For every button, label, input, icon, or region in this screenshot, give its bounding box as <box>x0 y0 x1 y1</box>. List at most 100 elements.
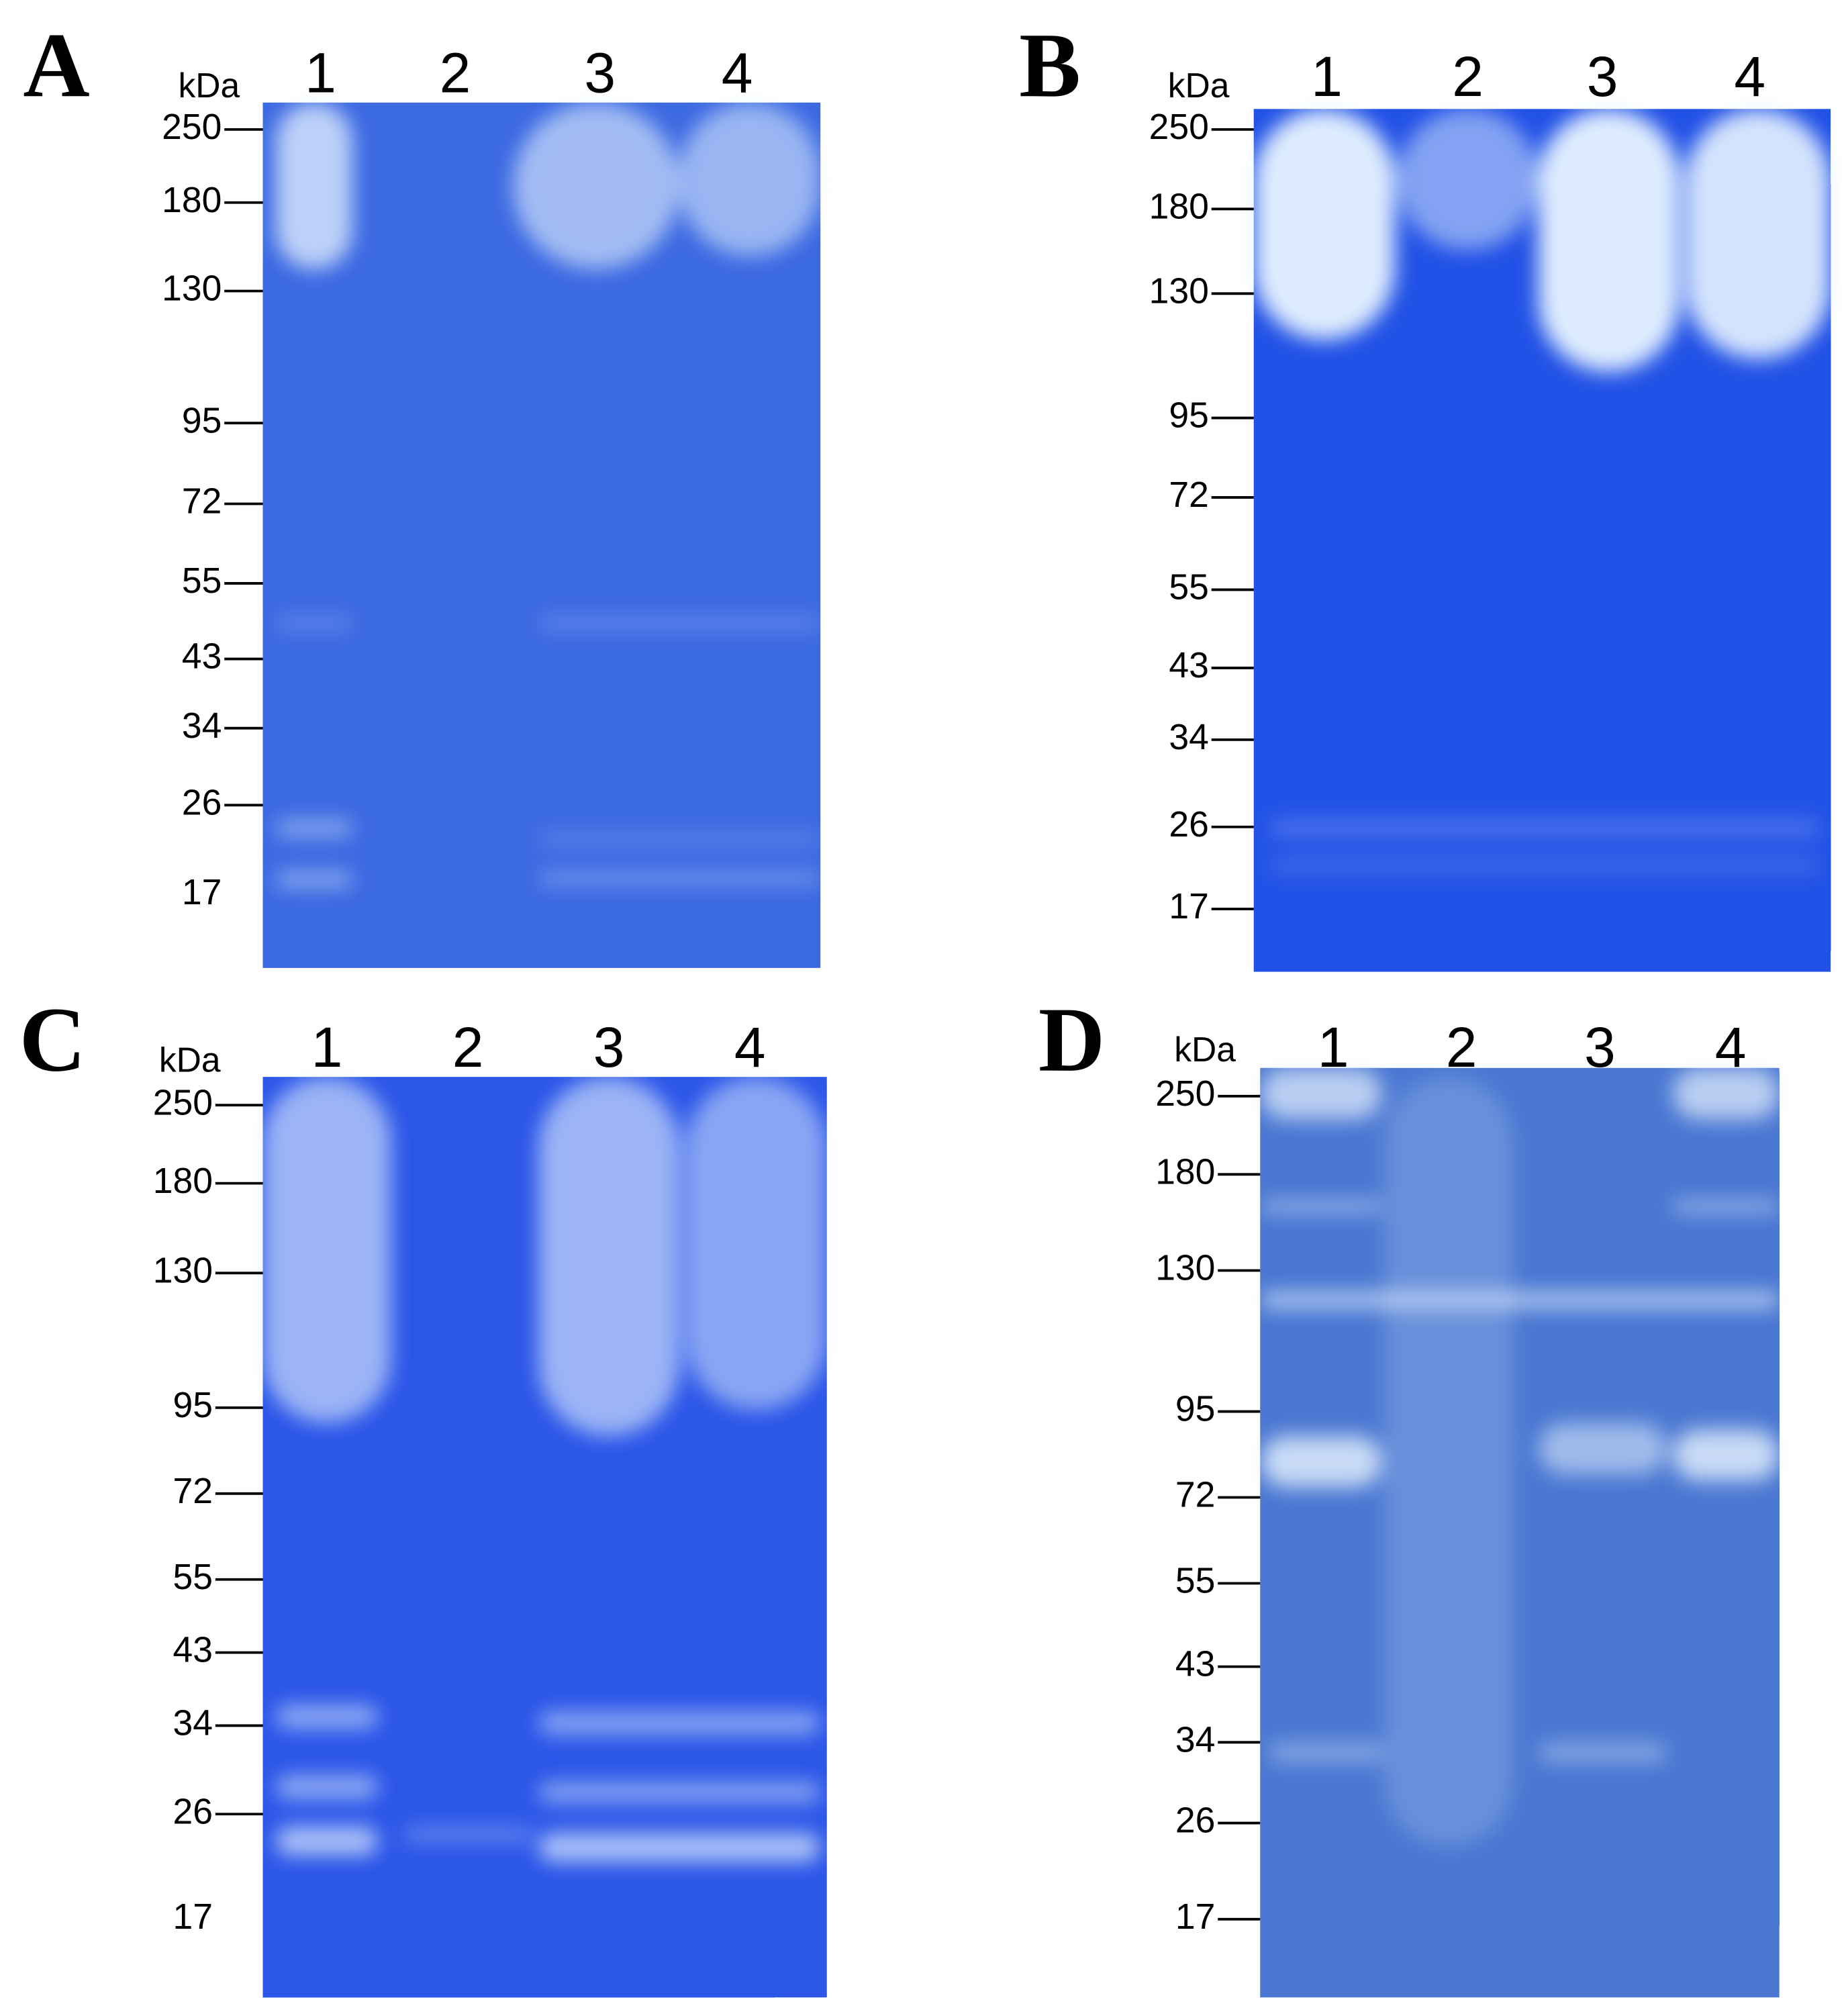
band <box>275 1775 379 1799</box>
marker-label: 34 <box>1169 718 1208 757</box>
band <box>538 833 821 844</box>
gel-bands <box>1260 1067 1780 1846</box>
marker-label: 180 <box>1155 1152 1215 1192</box>
marker-label: 26 <box>173 1792 213 1831</box>
gel-bands <box>1253 109 1831 872</box>
lane-label: 1 <box>305 41 336 104</box>
gel-bands <box>275 102 821 887</box>
lane-label: 3 <box>584 41 616 104</box>
marker-label: 95 <box>1175 1390 1215 1429</box>
marker-label: 95 <box>182 401 222 440</box>
band <box>1538 1423 1667 1475</box>
marker-label: 72 <box>182 482 222 522</box>
band <box>1397 109 1539 250</box>
panel-letter: B <box>1019 13 1081 116</box>
lane-label: 3 <box>1584 1016 1616 1079</box>
marker-label: 26 <box>182 783 222 822</box>
band <box>538 1833 821 1862</box>
band <box>538 615 821 631</box>
marker-label: 55 <box>1175 1562 1215 1601</box>
band <box>403 1827 532 1843</box>
gel-panel <box>1260 1067 1780 1998</box>
band <box>538 1711 821 1735</box>
band <box>1673 1201 1780 1212</box>
lane-label: 2 <box>452 1016 484 1079</box>
band <box>1269 1743 1385 1762</box>
marker-label: 250 <box>1155 1074 1215 1114</box>
marker-label: 26 <box>1175 1801 1215 1841</box>
band <box>275 615 353 631</box>
band <box>1686 109 1831 359</box>
marker-label: 26 <box>1169 805 1208 845</box>
gel-panel <box>262 1077 827 1998</box>
marker-label: 130 <box>1155 1249 1215 1288</box>
band <box>1673 1067 1780 1120</box>
marker-label: 34 <box>182 706 222 746</box>
band <box>538 871 821 885</box>
band <box>275 102 353 270</box>
marker-label: 43 <box>182 637 222 677</box>
band <box>1269 859 1820 872</box>
marker-label: 55 <box>1169 568 1208 608</box>
marker-label: 34 <box>173 1704 213 1743</box>
lane-label: 4 <box>734 1016 766 1079</box>
marker-label: 180 <box>162 181 222 220</box>
gel-bands <box>262 1077 827 1862</box>
band <box>275 871 353 887</box>
marker-label: 43 <box>1175 1645 1215 1684</box>
band <box>1260 1292 1780 1308</box>
band <box>512 102 680 270</box>
band <box>1673 1429 1780 1481</box>
band <box>538 1077 680 1436</box>
marker-label: 250 <box>153 1083 213 1122</box>
band <box>685 1077 827 1410</box>
marker-label: 250 <box>1149 107 1209 147</box>
marker-label: 180 <box>153 1161 213 1201</box>
band <box>275 820 353 836</box>
unit-label: kDa <box>178 66 240 105</box>
lane-label: 4 <box>722 41 753 104</box>
panel-letter: D <box>1038 988 1105 1091</box>
marker-label: 72 <box>1169 475 1208 515</box>
marker-label: 130 <box>162 269 222 309</box>
band <box>262 1077 391 1423</box>
band <box>1384 1077 1513 1846</box>
marker-label: 55 <box>182 561 222 601</box>
lane-label: 4 <box>1715 1016 1747 1079</box>
band <box>1269 820 1820 836</box>
marker-label: 250 <box>162 107 222 147</box>
marker-label: 43 <box>173 1631 213 1670</box>
gel-panel <box>262 102 821 968</box>
marker-label: 72 <box>173 1472 213 1511</box>
lane-label: 2 <box>440 41 471 104</box>
marker-label: 72 <box>1175 1476 1215 1515</box>
marker-label: 34 <box>1175 1720 1215 1760</box>
marker-label: 95 <box>173 1386 213 1425</box>
lane-label: 1 <box>1311 45 1343 108</box>
band <box>1538 1743 1667 1762</box>
gel-panel <box>1253 109 1831 972</box>
lane-label: 1 <box>311 1016 343 1079</box>
lane-label: 2 <box>1446 1016 1477 1079</box>
band <box>1260 1201 1382 1212</box>
marker-label: 180 <box>1149 187 1209 226</box>
band <box>1538 109 1680 372</box>
unit-label: kDa <box>159 1041 221 1079</box>
panel-letter: A <box>23 13 89 116</box>
lane-label: 3 <box>593 1016 625 1079</box>
band <box>275 1827 379 1856</box>
marker-label: 17 <box>182 873 222 912</box>
marker-label: 95 <box>1169 396 1208 436</box>
gel <box>1260 1067 1780 1998</box>
marker-label: 55 <box>173 1557 213 1597</box>
band <box>1260 1067 1382 1120</box>
band <box>1260 1435 1382 1488</box>
lane-label: 3 <box>1587 45 1618 108</box>
lane-label: 2 <box>1452 45 1484 108</box>
band <box>275 1705 379 1729</box>
lane-label: 1 <box>1318 1016 1349 1079</box>
marker-label: 43 <box>1169 646 1208 685</box>
unit-label: kDa <box>1168 66 1230 105</box>
